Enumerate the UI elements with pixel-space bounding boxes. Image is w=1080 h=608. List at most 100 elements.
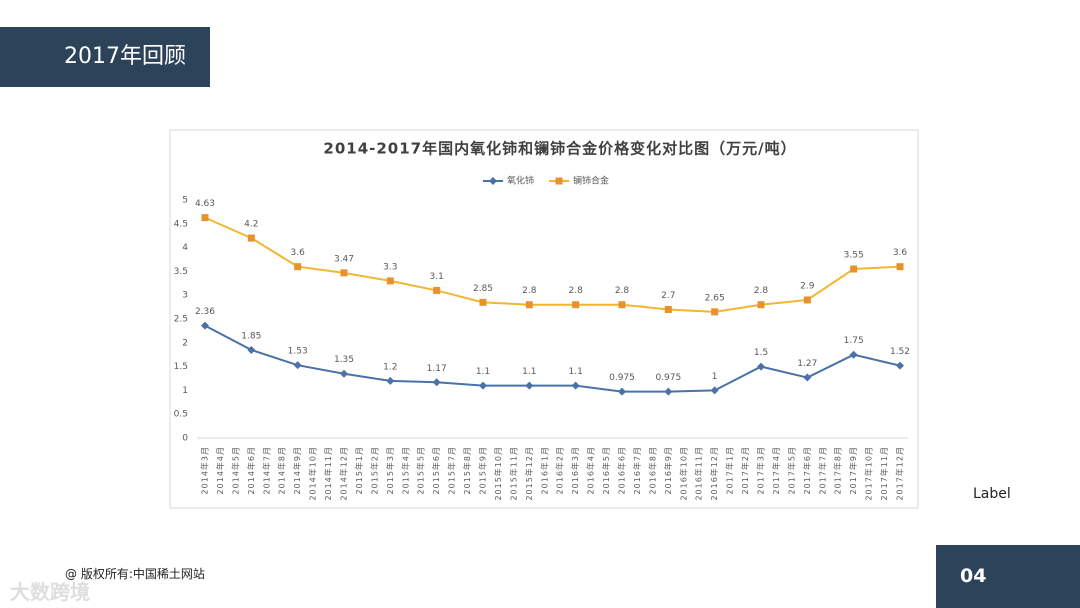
marker — [710, 386, 719, 395]
copyright: @ 版权所有:中国稀土网站 — [65, 567, 205, 581]
marker — [618, 387, 626, 396]
chart-title: 2014-2017年国内氧化铈和镧铈合金价格变化对比图（万元/吨） — [323, 140, 796, 158]
data-label: 1.1 — [522, 367, 536, 377]
x-tick-label: 2017年3月 — [756, 446, 766, 494]
marker — [386, 277, 394, 285]
x-tick-label: 2014年8月 — [277, 446, 287, 494]
marker — [896, 263, 904, 271]
x-tick-label: 2016年7月 — [632, 446, 642, 494]
x-tick-label: 2015年10月 — [493, 446, 503, 501]
slide-title: 2017年回顾 — [0, 27, 210, 87]
marker — [757, 362, 765, 371]
data-label: 0.975 — [609, 373, 635, 383]
y-tick-label: 1 — [182, 386, 188, 396]
data-label: 1 — [712, 372, 718, 382]
x-tick-label: 2015年8月 — [462, 446, 472, 494]
y-tick-label: 4.5 — [174, 219, 188, 229]
y-tick-label: 3 — [182, 291, 188, 301]
data-label: 1.85 — [241, 331, 261, 341]
data-label: 3.6 — [893, 248, 908, 258]
x-tick-label: 2014年9月 — [292, 446, 302, 494]
data-label: 1.35 — [334, 355, 354, 365]
x-tick-label: 2015年5月 — [416, 446, 426, 494]
x-tick-label: 2016年2月 — [555, 446, 565, 494]
x-tick-label: 2014年10月 — [308, 446, 318, 501]
marker — [433, 286, 441, 294]
data-label: 2.8 — [754, 286, 769, 296]
x-tick-label: 2017年1月 — [725, 446, 735, 494]
x-tick-label: 2015年3月 — [385, 446, 395, 494]
x-tick-label: 2015年12月 — [524, 446, 534, 501]
x-tick-label: 2016年4月 — [586, 446, 596, 494]
legend-marker — [489, 177, 497, 185]
marker — [525, 301, 533, 309]
x-tick-label: 2016年5月 — [601, 446, 611, 494]
marker — [432, 378, 441, 387]
data-label: 1.1 — [476, 367, 490, 377]
marker — [664, 305, 672, 313]
x-tick-label: 2016年6月 — [617, 446, 627, 494]
marker — [340, 269, 348, 277]
y-tick-label: 1.5 — [174, 362, 188, 372]
x-tick-label: 2016年12月 — [709, 446, 719, 501]
x-tick-label: 2014年7月 — [261, 446, 271, 494]
x-tick-label: 2015年2月 — [369, 446, 379, 494]
data-label: 2.7 — [661, 291, 675, 301]
marker — [294, 263, 302, 271]
marker — [340, 369, 348, 378]
line — [204, 216, 901, 313]
chart-frame — [169, 129, 919, 509]
y-tick-label: 2 — [182, 338, 188, 348]
watermark: 大数跨境 — [10, 580, 90, 604]
x-tick-label: 2017年7月 — [817, 446, 827, 494]
x-tick-label: 2016年11月 — [694, 446, 704, 501]
marker — [757, 301, 765, 309]
x-tick-label: 2016年9月 — [663, 446, 673, 494]
data-label: 1.75 — [844, 336, 864, 346]
marker — [849, 350, 858, 359]
marker — [525, 381, 534, 390]
data-label: 1.17 — [427, 364, 447, 374]
y-tick-label: 3.5 — [174, 267, 188, 277]
x-tick-label: 2017年4月 — [771, 446, 781, 494]
marker — [664, 387, 673, 396]
page-number: 04 — [936, 545, 1080, 608]
legend-label: 氧化铈 — [507, 175, 534, 187]
data-label: 3.47 — [334, 254, 354, 264]
y-tick-label: 0 — [182, 434, 188, 444]
data-label: 3.3 — [383, 262, 397, 272]
x-tick-label: 2017年5月 — [786, 446, 796, 494]
data-label: 1.52 — [890, 347, 910, 357]
data-label: 1.2 — [383, 362, 397, 372]
x-tick-label: 2017年2月 — [740, 446, 750, 494]
legend-label: 镧铈合金 — [573, 175, 609, 187]
line — [204, 324, 901, 393]
marker — [850, 265, 858, 273]
x-tick-label: 2016年10月 — [678, 446, 688, 501]
marker — [293, 361, 302, 370]
marker — [711, 308, 719, 316]
x-tick-label: 2016年3月 — [570, 446, 580, 494]
marker — [386, 376, 395, 385]
x-tick-label: 2014年4月 — [215, 446, 225, 494]
y-tick-label: 0.5 — [174, 410, 188, 420]
x-tick-label: 2014年3月 — [200, 446, 210, 494]
marker — [247, 234, 255, 242]
data-label: 1.5 — [754, 348, 768, 358]
x-tick-label: 2015年9月 — [478, 446, 488, 494]
marker — [803, 296, 811, 304]
marker — [201, 321, 209, 330]
x-tick-label: 2017年12月 — [895, 446, 905, 501]
x-tick-label: 2014年12月 — [339, 446, 349, 501]
data-label: 2.8 — [522, 286, 537, 296]
marker — [247, 345, 256, 354]
data-label: 3.55 — [844, 251, 864, 261]
data-label: 1.27 — [797, 359, 817, 369]
x-tick-label: 2015年4月 — [400, 446, 410, 494]
marker — [479, 298, 487, 306]
x-tick-label: 2016年1月 — [539, 446, 549, 494]
data-label: 0.975 — [655, 373, 681, 383]
data-label: 2.85 — [473, 284, 493, 294]
